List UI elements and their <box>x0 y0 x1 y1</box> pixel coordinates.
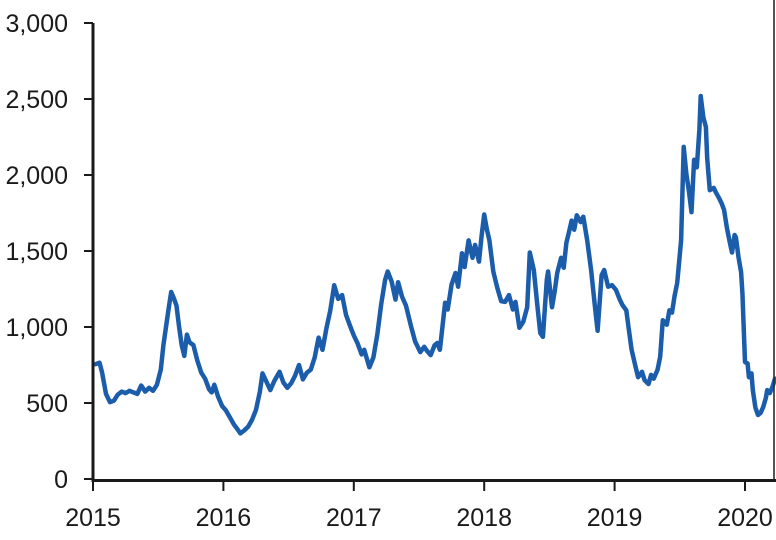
x-tick-label: 2017 <box>326 504 382 532</box>
x-tick-label: 2016 <box>196 504 252 532</box>
x-tick-label: 2019 <box>587 504 643 532</box>
data-line-value <box>93 93 776 436</box>
y-tick-label: 2,500 <box>5 86 68 114</box>
y-tick-label: 500 <box>26 390 68 418</box>
y-tick-label: 2,000 <box>5 162 68 190</box>
x-tick-label: 2018 <box>456 504 512 532</box>
y-tick-label: 0 <box>54 466 68 494</box>
y-tick-label: 1,500 <box>5 238 68 266</box>
y-tick-label: 3,000 <box>5 10 68 38</box>
y-tick-label: 1,000 <box>5 314 68 342</box>
x-tick-label: 2015 <box>65 504 121 532</box>
x-tick-label: 2020 <box>717 504 773 532</box>
